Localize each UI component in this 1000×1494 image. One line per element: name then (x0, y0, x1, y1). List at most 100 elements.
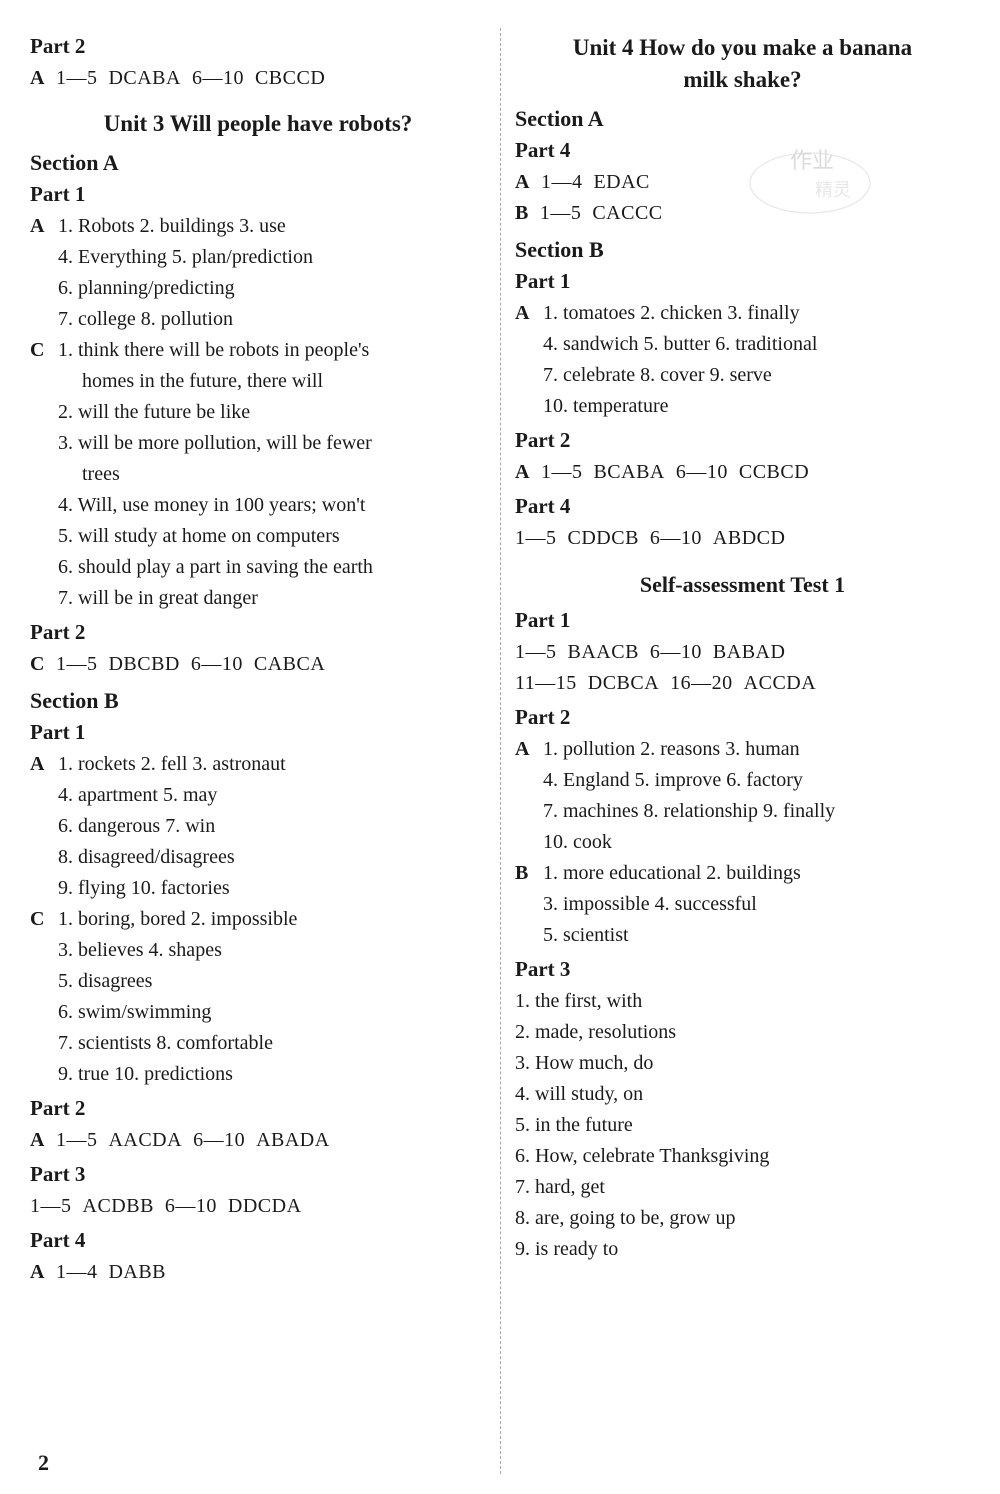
answer-text: 4. Everything 5. plan/prediction (58, 242, 486, 273)
answer-item: 3. How much, do (515, 1048, 970, 1079)
answer-item: homes in the future, there will (30, 366, 486, 397)
answer-text: 1. Robots 2. buildings 3. use (58, 211, 486, 242)
answer-item: A1. rockets 2. fell 3. astronaut (30, 749, 486, 780)
answer-text: 3. will be more pollution, will be fewer (58, 428, 486, 459)
answer-text: 6. swim/swimming (58, 997, 486, 1028)
answer-item: A1. pollution 2. reasons 3. human (515, 734, 970, 765)
answer-text: 10. temperature (543, 391, 970, 422)
answer-item: 10. temperature (515, 391, 970, 422)
part-header: Part 1 (30, 720, 486, 745)
answer-item: 3. believes 4. shapes (30, 935, 486, 966)
answer-text: 1. more educational 2. buildings (543, 858, 970, 889)
answer-text: 6. planning/predicting (58, 273, 486, 304)
part-header: Part 1 (515, 608, 970, 633)
self-assessment-header: Self-assessment Test 1 (515, 572, 970, 598)
answer-item: C1. think there will be robots in people… (30, 335, 486, 366)
answer-item: 8. are, going to be, grow up (515, 1203, 970, 1234)
answers: 1—5 BCABA 6—10 CCBCD (541, 461, 809, 483)
answer-text: 3. believes 4. shapes (58, 935, 486, 966)
answer-item: 4. apartment 5. may (30, 780, 486, 811)
part-header: Part 2 (30, 1096, 486, 1121)
answer-text: 4. Will, use money in 100 years; won't (58, 490, 486, 521)
answer-item: 6. swim/swimming (30, 997, 486, 1028)
answer-item: 5. scientist (515, 920, 970, 951)
answer-item: 3. will be more pollution, will be fewer (30, 428, 486, 459)
answer-item: 7. celebrate 8. cover 9. serve (515, 360, 970, 391)
page-number: 2 (38, 1450, 49, 1476)
answer-text: 4. sandwich 5. butter 6. traditional (543, 329, 970, 360)
unit-header: Unit 4 How do you make a banana milk sha… (515, 32, 970, 96)
answer-text: 4. apartment 5. may (58, 780, 486, 811)
unit-title-line1: Unit 4 How do you make a banana (573, 35, 912, 60)
page-container: Part 2 A 1—5 DCABA 6—10 CBCCD Unit 3 Wil… (30, 28, 970, 1474)
answer-text: 1. boring, bored 2. impossible (58, 904, 486, 935)
answer-item: 4. Will, use money in 100 years; won't (30, 490, 486, 521)
section-header: Section B (515, 237, 970, 263)
answers: 1—4 EDAC (541, 171, 650, 193)
answer-item: 6. How, celebrate Thanksgiving (515, 1141, 970, 1172)
part-header: Part 2 (30, 620, 486, 645)
answer-text: 8. disagreed/disagrees (58, 842, 486, 873)
answer-item: 7. college 8. pollution (30, 304, 486, 335)
answer-item: 6. dangerous 7. win (30, 811, 486, 842)
answer-item: 2. will the future be like (30, 397, 486, 428)
answer-line: 11—15 DCBCA 16—20 ACCDA (515, 668, 970, 699)
part-header: Part 4 (515, 138, 970, 163)
answer-line: B 1—5 CACCC (515, 198, 970, 229)
answer-item: 4. England 5. improve 6. factory (515, 765, 970, 796)
answer-item: 5. in the future (515, 1110, 970, 1141)
answer-text: 5. in the future (515, 1110, 970, 1141)
answer-item: 10. cook (515, 827, 970, 858)
answer-text: 1. rockets 2. fell 3. astronaut (58, 749, 486, 780)
answers: 11—15 DCBCA 16—20 ACCDA (515, 672, 816, 694)
answer-text: 5. disagrees (58, 966, 486, 997)
answer-text: trees (82, 459, 486, 490)
answers: 1—4 DABB (56, 1261, 166, 1283)
answer-line: 1—5 CDDCB 6—10 ABDCD (515, 523, 970, 554)
section-header: Section A (515, 106, 970, 132)
answer-line: C 1—5 DBCBD 6—10 CABCA (30, 649, 486, 680)
answer-text: 1. think there will be robots in people'… (58, 335, 486, 366)
answer-item: 9. flying 10. factories (30, 873, 486, 904)
answer-text: 3. impossible 4. successful (543, 889, 970, 920)
group-letter: B (515, 858, 543, 889)
answer-item: trees (30, 459, 486, 490)
group-letter: A (515, 298, 543, 329)
part-header: Part 3 (515, 957, 970, 982)
answer-item: 9. true 10. predictions (30, 1059, 486, 1090)
answers: 1—5 DCABA 6—10 CBCCD (56, 67, 325, 89)
answer-text: 9. true 10. predictions (58, 1059, 486, 1090)
group-letter: A (30, 749, 58, 780)
answer-item: 6. planning/predicting (30, 273, 486, 304)
answer-item: 7. will be in great danger (30, 583, 486, 614)
part-header: Part 2 (515, 705, 970, 730)
answers: 1—5 BAACB 6—10 BABAD (515, 641, 785, 663)
section-header: Section A (30, 150, 486, 176)
unit-header: Unit 3 Will people have robots? (30, 108, 486, 140)
answer-text: 5. will study at home on computers (58, 521, 486, 552)
answer-text: 1. the first, with (515, 986, 970, 1017)
answer-line: A 1—5 DCABA 6—10 CBCCD (30, 63, 486, 94)
answer-item: 9. is ready to (515, 1234, 970, 1265)
answer-item: 5. disagrees (30, 966, 486, 997)
answer-item: 8. disagreed/disagrees (30, 842, 486, 873)
part-header: Part 4 (30, 1228, 486, 1253)
answer-text: 4. England 5. improve 6. factory (543, 765, 970, 796)
answer-text: 7. machines 8. relationship 9. finally (543, 796, 970, 827)
answer-item: 1. the first, with (515, 986, 970, 1017)
unit-title-line2: milk shake? (683, 67, 801, 92)
answer-item: A1. Robots 2. buildings 3. use (30, 211, 486, 242)
answer-text: 2. will the future be like (58, 397, 486, 428)
answer-text: 4. will study, on (515, 1079, 970, 1110)
answer-item: 7. hard, get (515, 1172, 970, 1203)
answer-item: 2. made, resolutions (515, 1017, 970, 1048)
group-letter: C (30, 904, 58, 935)
part-header: Part 2 (515, 428, 970, 453)
answer-text: 7. scientists 8. comfortable (58, 1028, 486, 1059)
group-letter: A (515, 734, 543, 765)
part-header: Part 3 (30, 1162, 486, 1187)
answer-line: A 1—4 DABB (30, 1257, 486, 1288)
answer-item: 5. will study at home on computers (30, 521, 486, 552)
answers: 1—5 DBCBD 6—10 CABCA (56, 653, 325, 675)
answer-text: 10. cook (543, 827, 970, 858)
